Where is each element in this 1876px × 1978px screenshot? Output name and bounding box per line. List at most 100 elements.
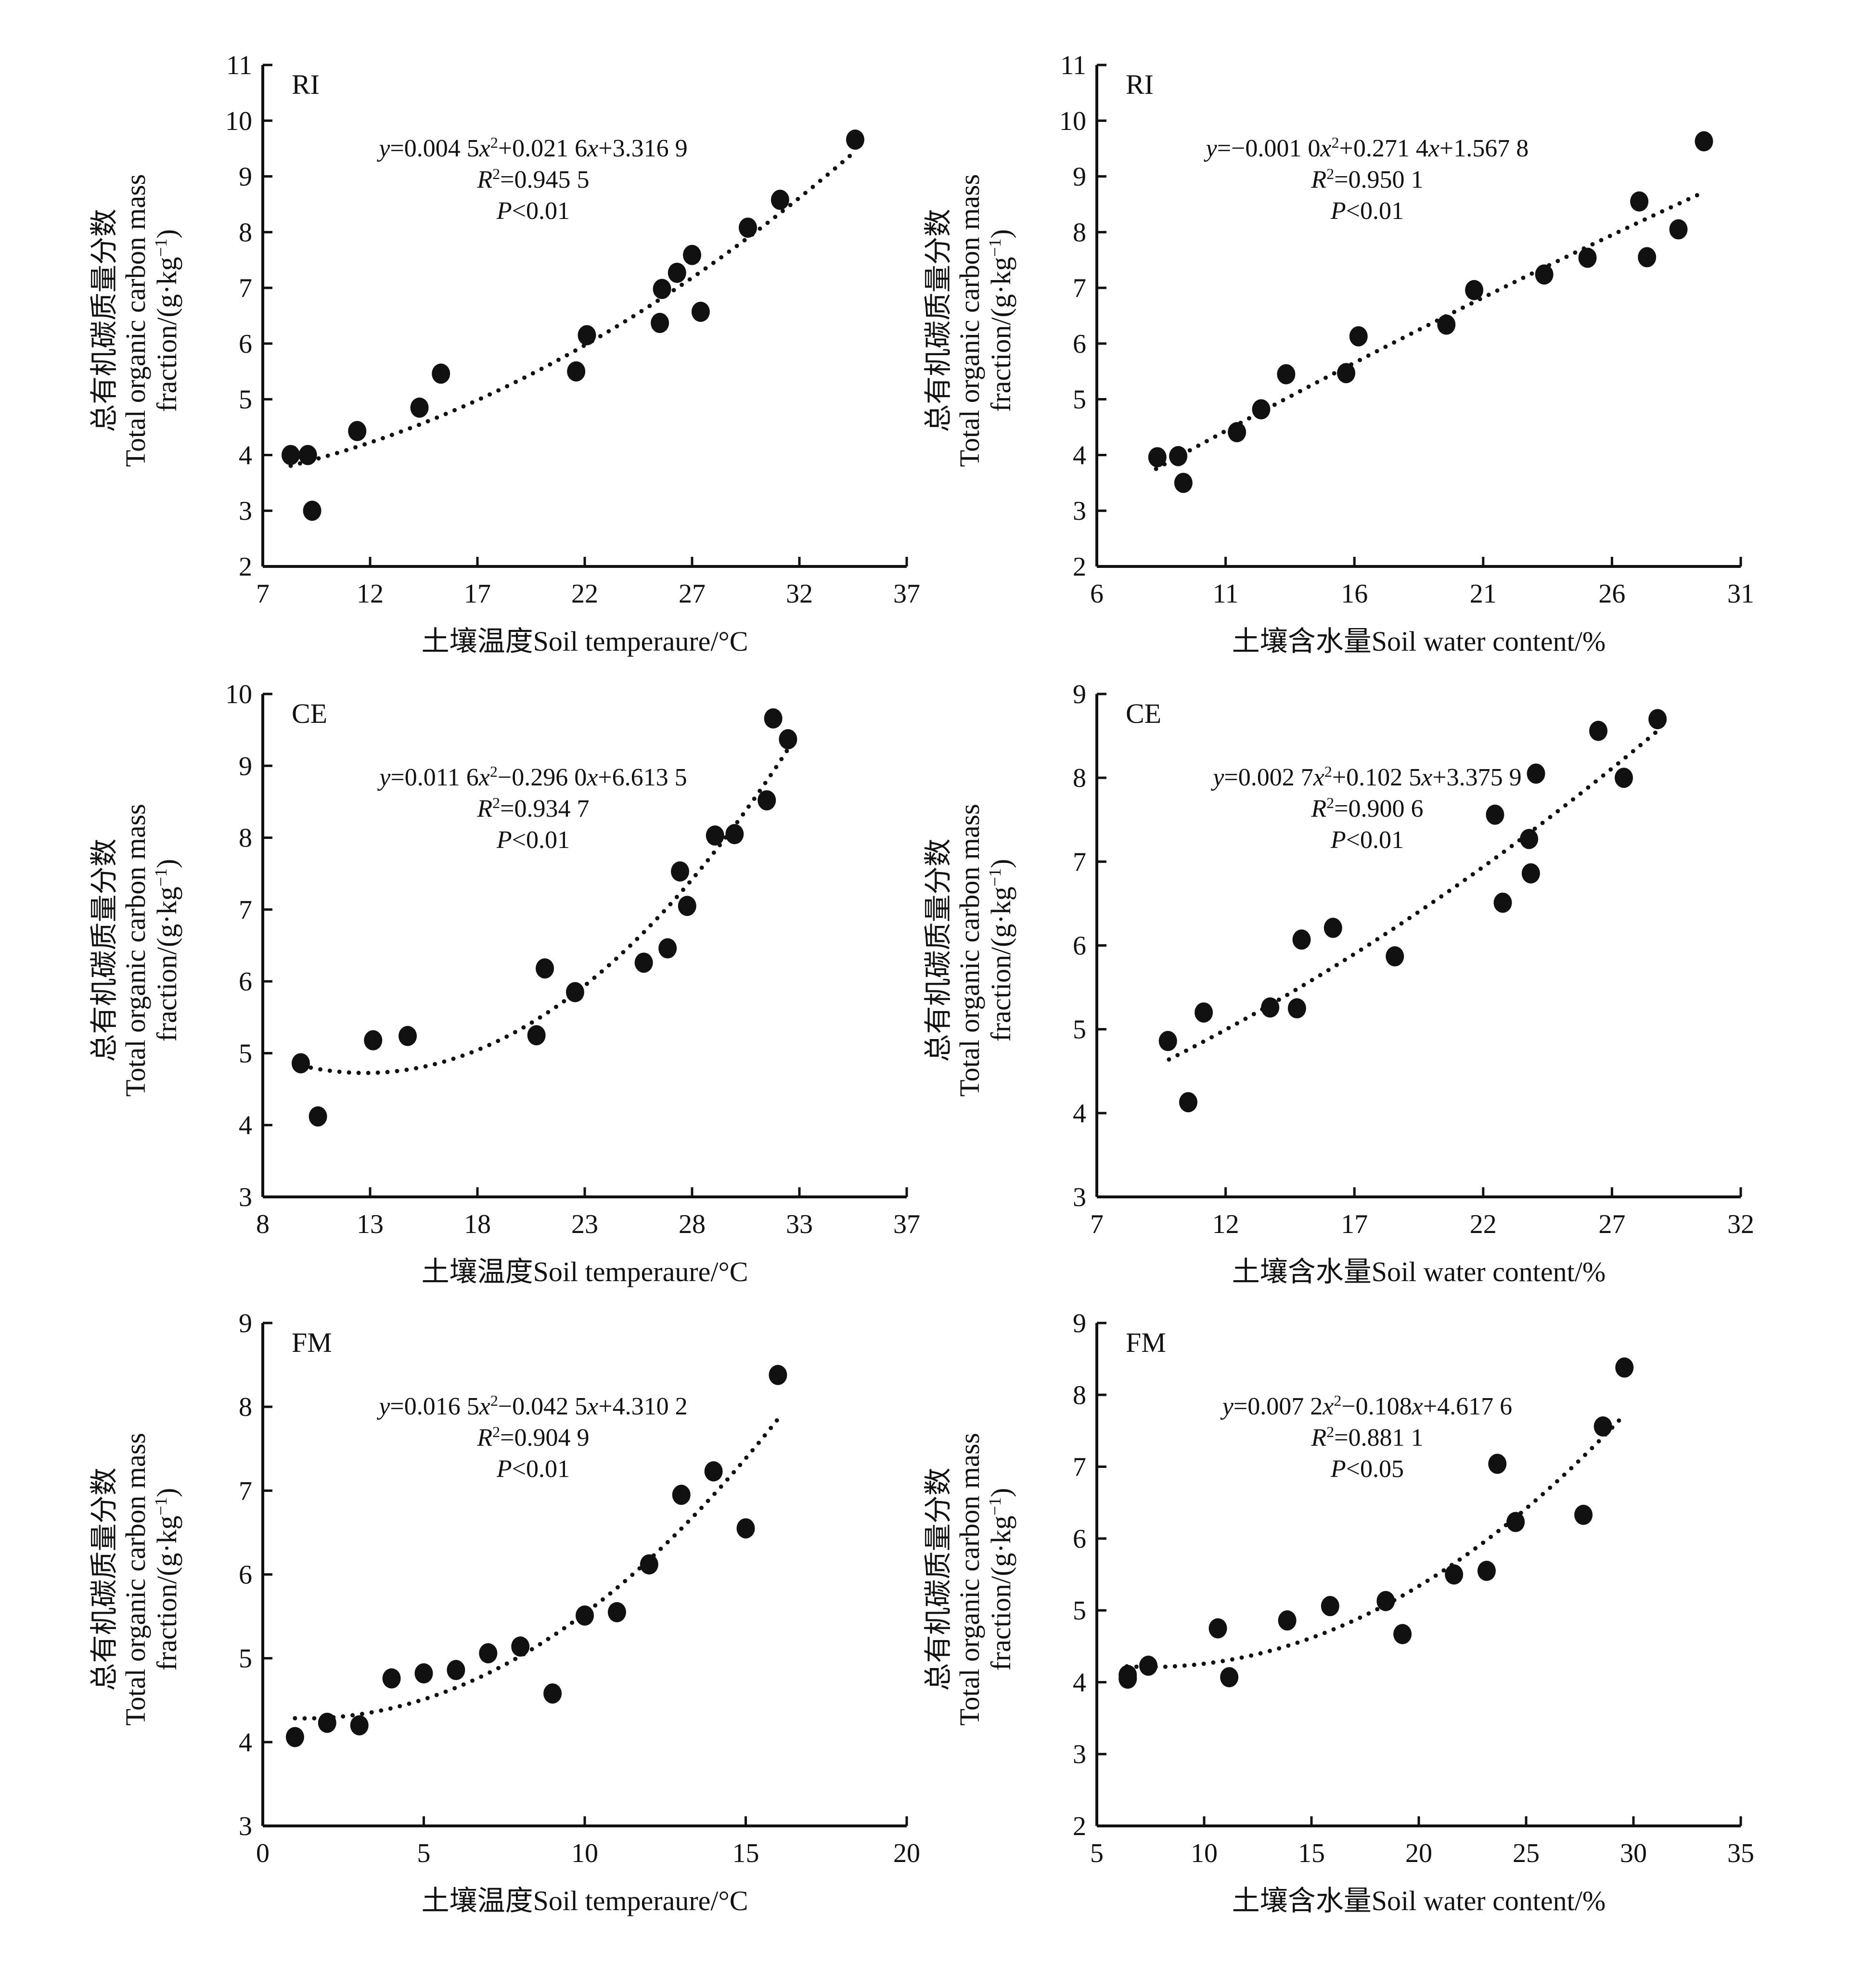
- y-axis-title-en-2: fraction/(g·kg−1): [151, 229, 182, 412]
- data-point: [1615, 1357, 1634, 1378]
- y-axis-title: 总有机碳质量分数 Total organic carbon mass fractio…: [89, 1433, 182, 1726]
- data-point: [1477, 1561, 1496, 1581]
- y-axis-title-en-2: fraction/(g·kg−1): [985, 1488, 1016, 1671]
- data-point: [382, 1668, 401, 1689]
- data-point: [1638, 247, 1657, 268]
- data-point: [576, 1605, 594, 1626]
- data-point: [432, 363, 450, 384]
- y-tick-label: 3: [239, 1182, 252, 1212]
- y-axis-title-cn: 总有机碳质量分数: [89, 209, 120, 432]
- x-tick-label: 32: [1727, 1209, 1754, 1239]
- y-axis-title-en-2: fraction/(g·kg−1): [985, 859, 1016, 1042]
- y-axis-title: 总有机碳质量分数 Total organic carbon mass fractio…: [89, 174, 182, 467]
- x-tick-label: 27: [1598, 1209, 1625, 1239]
- data-point: [769, 1364, 787, 1385]
- y-tick-label: 4: [239, 440, 252, 470]
- panel-FM-water: 5 10 15 20 25 30 35 2 3 4 5 6 7 8 9 土壤含水量Soil water con…: [923, 1309, 1754, 1916]
- data-point: [668, 262, 686, 283]
- data-point: [846, 129, 864, 150]
- x-tick-label: 0: [256, 1838, 270, 1868]
- x-tick-label: 27: [679, 579, 706, 609]
- data-point: [298, 445, 317, 465]
- x-tick-label: 22: [1470, 1209, 1497, 1239]
- fit-equation: y=−0.001 0x2+0.271 4x+1.567 8: [1204, 134, 1529, 162]
- data-point: [771, 190, 789, 210]
- y-axis-title-en-2: fraction/(g·kg−1): [985, 229, 1016, 412]
- x-tick-label: 20: [893, 1838, 920, 1868]
- data-point: [1174, 473, 1193, 493]
- data-point: [1695, 131, 1713, 152]
- data-point: [578, 325, 596, 346]
- data-point: [318, 1712, 336, 1733]
- x-tick-label: 28: [679, 1209, 706, 1239]
- y-tick-label: 6: [239, 967, 252, 997]
- y-tick-label: 2: [1073, 1811, 1086, 1841]
- data-point: [1488, 1453, 1507, 1474]
- data-point: [1593, 1416, 1612, 1437]
- data-point: [447, 1660, 465, 1681]
- x-tick-label: 5: [1090, 1838, 1104, 1868]
- panel-label: RI: [292, 69, 320, 100]
- data-point: [1278, 1610, 1297, 1631]
- x-tick-label: 30: [1620, 1838, 1647, 1868]
- fit-curve: [299, 746, 791, 1075]
- panel-label: FM: [1126, 1327, 1166, 1358]
- data-point: [1261, 997, 1280, 1018]
- y-axis-title-en-2: fraction/(g·kg−1): [151, 1488, 182, 1671]
- data-point: [640, 1554, 658, 1575]
- panel-label: CE: [292, 698, 327, 729]
- y-tick-label: 3: [239, 1811, 252, 1841]
- y-tick-label: 6: [239, 1560, 252, 1590]
- data-point: [607, 1602, 626, 1622]
- data-point: [414, 1663, 433, 1684]
- data-point: [678, 896, 696, 916]
- y-tick-label: 7: [1073, 1452, 1086, 1482]
- panel-CE-temp: 8 13 18 23 28 33 37 3 4 5 6 7 8 9 10 土壤温度Soil temperaur…: [89, 680, 920, 1287]
- y-axis-title-en-1: Total organic carbon mass: [954, 1433, 985, 1726]
- data-point: [1292, 929, 1311, 950]
- y-axis-title-en-1: Total organic carbon mass: [120, 1433, 151, 1726]
- data-point: [736, 1518, 755, 1539]
- y-tick-label: 9: [239, 751, 252, 781]
- x-tick-label: 32: [786, 579, 813, 609]
- y-tick-label: 7: [1073, 273, 1086, 303]
- data-point: [658, 938, 677, 959]
- y-axis-title-cn: 总有机碳质量分数: [89, 838, 120, 1062]
- y-tick-label: 5: [1073, 1015, 1086, 1045]
- data-point: [1277, 364, 1296, 385]
- y-tick-label: 4: [1073, 440, 1086, 470]
- data-point: [1139, 1656, 1158, 1676]
- data-point: [308, 1106, 327, 1127]
- data-point: [1630, 191, 1649, 212]
- data-point: [285, 1727, 304, 1747]
- data-point: [1437, 314, 1456, 335]
- x-tick-label: 26: [1598, 579, 1625, 609]
- x-axis-title: 土壤温度Soil temperaure/°C: [422, 1885, 748, 1916]
- y-axis-title: 总有机碳质量分数 Total organic carbon mass fractio…: [89, 804, 182, 1097]
- p-value: P<0.01: [1330, 197, 1404, 225]
- y-axis-title-cn: 总有机碳质量分数: [89, 1467, 120, 1691]
- r-squared: R2=0.881 1: [1311, 1423, 1423, 1451]
- data-point: [704, 1461, 723, 1482]
- data-point: [758, 790, 776, 810]
- y-axis-title-en-1: Total organic carbon mass: [954, 174, 985, 467]
- data-point: [1648, 709, 1667, 730]
- y-axis-title-en-1: Total organic carbon mass: [120, 804, 151, 1097]
- data-point: [671, 861, 690, 882]
- x-tick-label: 10: [1191, 1838, 1218, 1868]
- data-point: [1337, 363, 1356, 384]
- x-tick-label: 10: [571, 1838, 598, 1868]
- y-tick-label: 4: [1073, 1668, 1086, 1697]
- data-point: [1527, 763, 1545, 784]
- data-point: [1486, 804, 1504, 825]
- p-value: P<0.01: [1330, 826, 1404, 854]
- data-point: [527, 1025, 546, 1046]
- y-axis-title: 总有机碳质量分数 Total organic carbon mass fractio…: [923, 1433, 1016, 1726]
- data-point: [1118, 1668, 1137, 1689]
- x-tick-label: 11: [1213, 579, 1239, 609]
- y-tick-label: 2: [239, 552, 252, 582]
- data-point: [1321, 1596, 1339, 1617]
- y-axis-title-en-1: Total organic carbon mass: [954, 804, 985, 1097]
- x-axis-title: 土壤温度Soil temperaure/°C: [422, 626, 748, 657]
- data-point: [1349, 326, 1368, 347]
